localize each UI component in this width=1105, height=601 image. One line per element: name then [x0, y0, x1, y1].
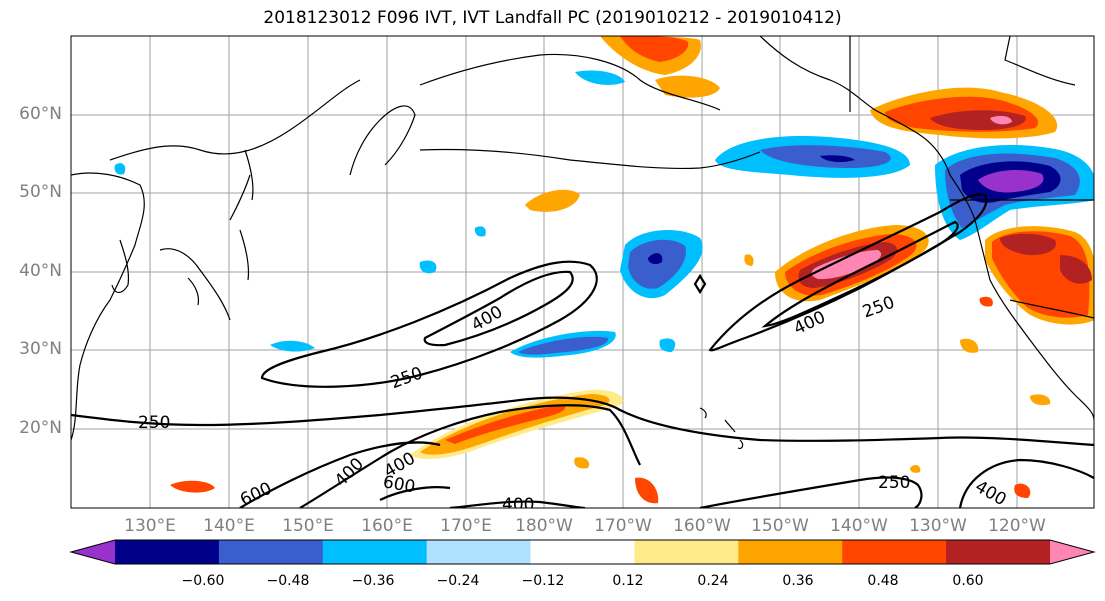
contour-250-west — [260, 260, 598, 388]
colorbar-segment — [115, 540, 220, 564]
lat-label: 30°N — [19, 339, 62, 359]
colorbar-tick-label: 0.48 — [867, 573, 899, 589]
colorbar-tick-label: −0.12 — [521, 573, 565, 589]
coast-korea — [111, 239, 130, 294]
colorbar-segment — [322, 540, 428, 564]
lon-label: 160°E — [361, 516, 413, 536]
coast-kamchatka — [349, 105, 416, 176]
colorbar-segment — [946, 540, 1051, 564]
lon-label: 130°W — [909, 516, 967, 536]
colorbar-segment — [71, 540, 115, 564]
coast-russia-northeast — [419, 53, 721, 111]
colorbar-tick-label: 0.24 — [697, 573, 729, 589]
contour-400-west — [423, 270, 574, 347]
lon-label: 160°W — [673, 516, 731, 536]
coast-japan — [159, 174, 251, 321]
contour-label: 400 — [502, 495, 534, 515]
coast-alaska — [759, 36, 951, 176]
lon-label: 170°W — [594, 516, 652, 536]
lat-label: 40°N — [19, 261, 62, 281]
colorbar-segment — [634, 540, 739, 564]
contour-400-south-middle — [449, 500, 586, 508]
lat-label: 20°N — [19, 418, 62, 438]
coast-aleutians — [419, 148, 761, 170]
contour-label: 400 — [972, 477, 1010, 511]
coast-russia-okhotsk — [109, 79, 361, 161]
map-frame — [70, 35, 1095, 509]
colorbar-tick-label: −0.24 — [436, 573, 480, 589]
contour-250-southeast — [699, 476, 923, 508]
contour-400-jet — [761, 220, 959, 328]
coast-asia-mainland — [71, 172, 145, 441]
coast-hawaii — [699, 407, 744, 450]
border-canada — [849, 36, 1094, 201]
contour-label: 250 — [138, 413, 170, 433]
contour-250-jet — [708, 193, 988, 352]
contour-250-south — [71, 396, 1094, 447]
ivt-pc-shading — [114, 36, 1094, 504]
colorbar-segment — [1050, 540, 1094, 564]
colorbar-tick-label: 0.12 — [612, 573, 644, 589]
contour-diamond — [693, 273, 707, 295]
contour-label: 250 — [860, 293, 897, 323]
contour-600-lower — [379, 486, 451, 501]
lon-label: 150°W — [751, 516, 809, 536]
colorbar-tick-label: −0.60 — [181, 573, 225, 589]
colorbar-segment — [218, 540, 324, 564]
lon-label: 140°W — [830, 516, 888, 536]
colorbar-segment — [426, 540, 532, 564]
colorbar-tick-label: −0.36 — [351, 573, 395, 589]
lon-label: 130°E — [124, 516, 176, 536]
colorbar-segment — [842, 540, 947, 564]
lon-label: 140°E — [203, 516, 255, 536]
colorbar-segment — [738, 540, 843, 564]
contour-400-south — [299, 404, 641, 508]
map-title: 2018123012 F096 IVT, IVT Landfall PC (20… — [263, 8, 842, 28]
colorbar-tick-label: 0.36 — [782, 573, 814, 589]
colorbar-tick-label: 0.60 — [952, 573, 984, 589]
border-us-mexico — [1009, 299, 1094, 319]
lat-label: 50°N — [19, 182, 62, 202]
contour-label: 250 — [388, 363, 425, 393]
colorbar-outline — [69, 539, 1096, 565]
lat-label: 60°N — [19, 104, 62, 124]
lon-label: 150°E — [282, 516, 334, 536]
colorbar-segment — [530, 540, 635, 564]
lon-label: 120°W — [988, 516, 1046, 536]
coast-north-america — [949, 174, 1094, 421]
coastlines — [71, 36, 1094, 450]
contour-400-southeast — [958, 458, 1094, 508]
contour-label: 250 — [878, 473, 910, 493]
colorbar — [69, 539, 1096, 565]
contour-label: 600 — [237, 479, 275, 511]
lon-label: 170°E — [440, 516, 492, 536]
lon-label: 180°W — [515, 516, 573, 536]
ivt-contours — [71, 193, 1094, 508]
contour-600-south — [239, 441, 441, 508]
colorbar-tick-label: −0.48 — [266, 573, 310, 589]
contour-label: 400 — [468, 302, 506, 336]
coast-sakhalin — [244, 149, 254, 201]
contour-label: 400 — [791, 307, 829, 339]
